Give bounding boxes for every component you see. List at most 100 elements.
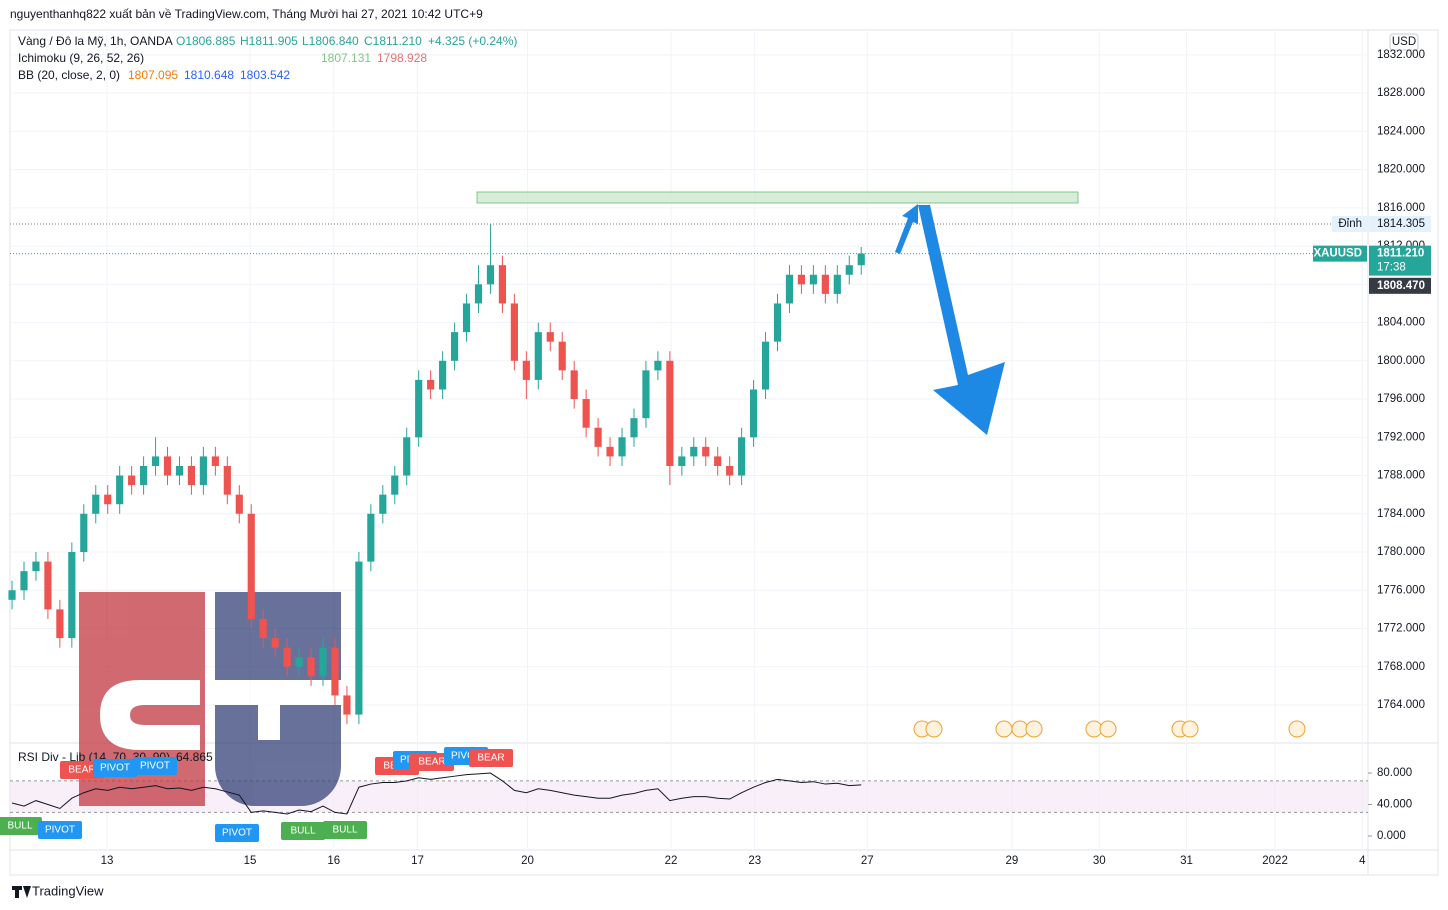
signal-label: BULL [7,821,32,832]
candle-body [56,609,64,639]
event-icon [1025,720,1043,738]
ohlc-high: H1811.905 [240,34,298,48]
signal-label: BULL [332,825,357,836]
x-tick-label: 17 [411,855,424,867]
candle-body [546,332,554,342]
ohlc-low: L1806.840 [302,34,359,48]
candle-body [690,446,698,457]
event-icon [1288,720,1306,738]
candle-body [92,494,100,514]
candle-body [80,513,88,553]
candle-body [235,494,243,514]
candle-body [642,370,650,419]
y-tick-label: 1800.000 [1377,355,1425,367]
signal-label: PIVOT [451,751,481,762]
y-tick-label: 1820.000 [1377,164,1425,176]
peak-name-box [1332,216,1368,233]
rsi-tick-label: 0.000 [1377,830,1406,842]
candle-body [403,437,411,476]
candle-body [259,618,267,639]
signal-box [323,821,367,839]
event-icon [925,720,943,738]
candle-body [522,360,530,380]
footer: TradingView [32,883,104,898]
ohlc-open: O1806.885 [176,34,236,48]
rsi-value: 64.865 [176,750,213,764]
candle-body [558,341,566,371]
candle-body [857,253,865,266]
rsi-line [11,772,862,815]
logo-t [215,680,341,740]
signal-label: BEAR [418,757,445,768]
candle-body [821,274,829,294]
signal-label: BEAR [68,765,95,776]
y-tick-label: 1832.000 [1377,49,1425,61]
footer-logo [12,886,31,898]
candle-body [379,494,387,514]
last-name-box [1313,245,1367,262]
x-tick-label: 20 [521,855,534,867]
symbol: Vàng / Đô la Mỹ, 1h, OANDA [18,34,173,48]
candle-body [450,332,459,361]
candle-body [654,360,662,371]
bb-value: 1810.648 [184,68,234,82]
x-tick-label: 15 [244,855,257,867]
y-tick-label: 1784.000 [1377,508,1425,520]
rsi-band [10,780,1368,813]
x-tick-label: 16 [327,855,340,867]
candle-body [761,341,770,390]
bb: BB (20, close, 2, 0) [18,68,120,82]
signal-box [281,822,325,840]
candle-body [8,590,16,600]
candle-body [355,561,363,715]
x-tick-label: 23 [748,855,761,867]
currency: USD [1392,36,1416,48]
y-tick-label: 1816.000 [1377,202,1425,214]
candle-body [247,513,255,619]
candle-body [295,657,303,667]
candle-body [594,427,602,447]
cursor-box [1369,277,1431,294]
signal-box [93,759,137,777]
event-icon [1181,720,1199,738]
candle-body [187,465,196,486]
signal-box [410,753,454,771]
y-tick-label: 1772.000 [1377,623,1425,635]
candle-body [809,274,817,285]
y-tick-label: 1828.000 [1377,87,1425,99]
candle-body [427,379,435,390]
candle-body [128,475,136,486]
resistance-zone [476,191,1079,204]
x-tick-label: 22 [665,855,678,867]
candle-body [486,265,495,285]
candle-body [582,399,590,428]
candle-body [331,647,339,696]
y-tick-label: 1788.000 [1377,470,1425,482]
peak-name: Đỉnh [1338,218,1362,230]
candle-body [20,571,28,591]
candle-body [104,494,112,505]
candle-body [68,552,76,639]
candle-body [833,274,841,294]
event-icon [1099,720,1117,738]
signal-box [38,821,82,839]
candle-body [749,389,758,438]
event-icon [995,720,1013,738]
legend: Vàng / Đô la Mỹ, 1h, OANDA O1806.885 H18… [18,34,517,764]
ichimoku: Ichimoku (9, 26, 52, 26) [18,51,144,65]
candles [8,224,865,725]
arrow-down [918,205,1005,435]
candle-body [785,274,794,304]
candle-body [415,379,423,438]
candle-body [140,465,148,486]
y-tick-label: 1768.000 [1377,661,1425,673]
candle-body [151,456,160,466]
candle-body [211,456,219,466]
peak-box [1369,216,1431,233]
signal-label: BULL [290,826,315,837]
x-tick-label: 27 [861,855,874,867]
countdown: 17:38 [1377,262,1406,274]
signal-box [215,824,259,842]
last-name: XAUUSD [1313,248,1362,260]
